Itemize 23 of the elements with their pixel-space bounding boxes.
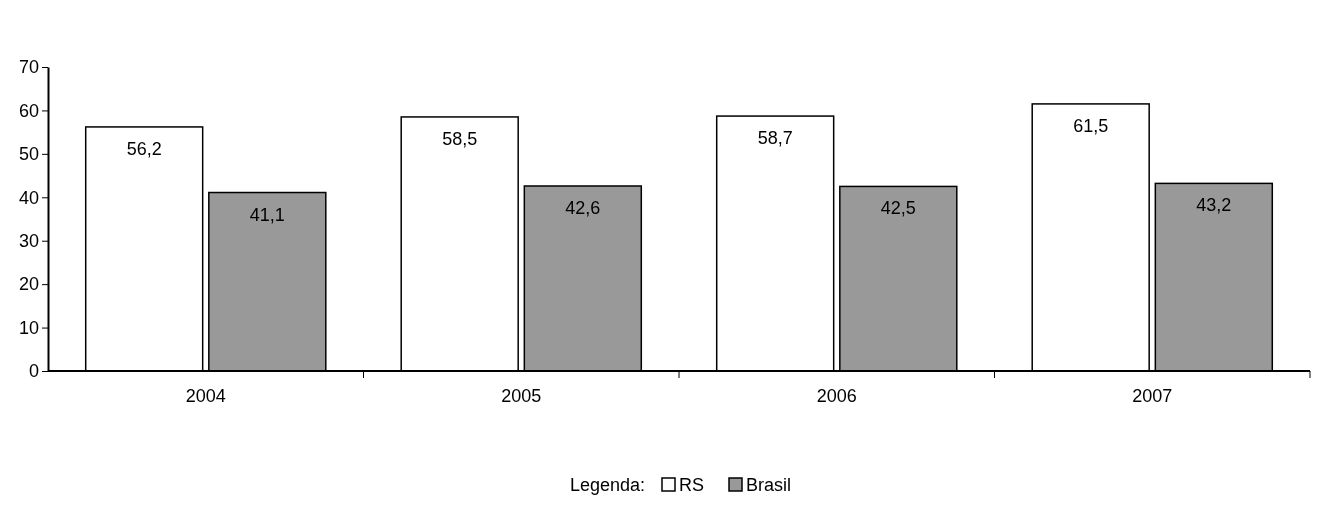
legend-title: Legenda: xyxy=(570,475,646,495)
y-tick-label: 0 xyxy=(28,361,39,382)
x-tick-label: 2006 xyxy=(816,385,857,406)
legend-label: RS xyxy=(679,475,705,495)
x-tick-label: 2007 xyxy=(1132,385,1173,406)
data-label: 58,7 xyxy=(757,128,793,149)
data-label: 61,5 xyxy=(1073,115,1109,136)
y-tick-label: 20 xyxy=(18,274,39,295)
y-tick-label: 70 xyxy=(18,57,39,78)
x-tick-label: 2005 xyxy=(501,385,542,406)
y-tick-label: 40 xyxy=(18,187,39,208)
data-label: 43,2 xyxy=(1196,195,1232,216)
y-tick-label: 10 xyxy=(18,317,39,338)
data-label: 58,5 xyxy=(442,128,478,149)
data-label: 56,2 xyxy=(126,138,162,159)
x-tick-label: 2004 xyxy=(185,385,226,406)
data-label: 42,5 xyxy=(880,198,916,219)
legend-label: Brasil xyxy=(746,475,792,495)
y-tick-label: 60 xyxy=(18,100,39,121)
y-tick-label: 50 xyxy=(18,144,39,165)
y-tick-label: 30 xyxy=(18,230,39,251)
data-label: 41,1 xyxy=(249,204,285,225)
data-label: 42,6 xyxy=(565,197,601,218)
